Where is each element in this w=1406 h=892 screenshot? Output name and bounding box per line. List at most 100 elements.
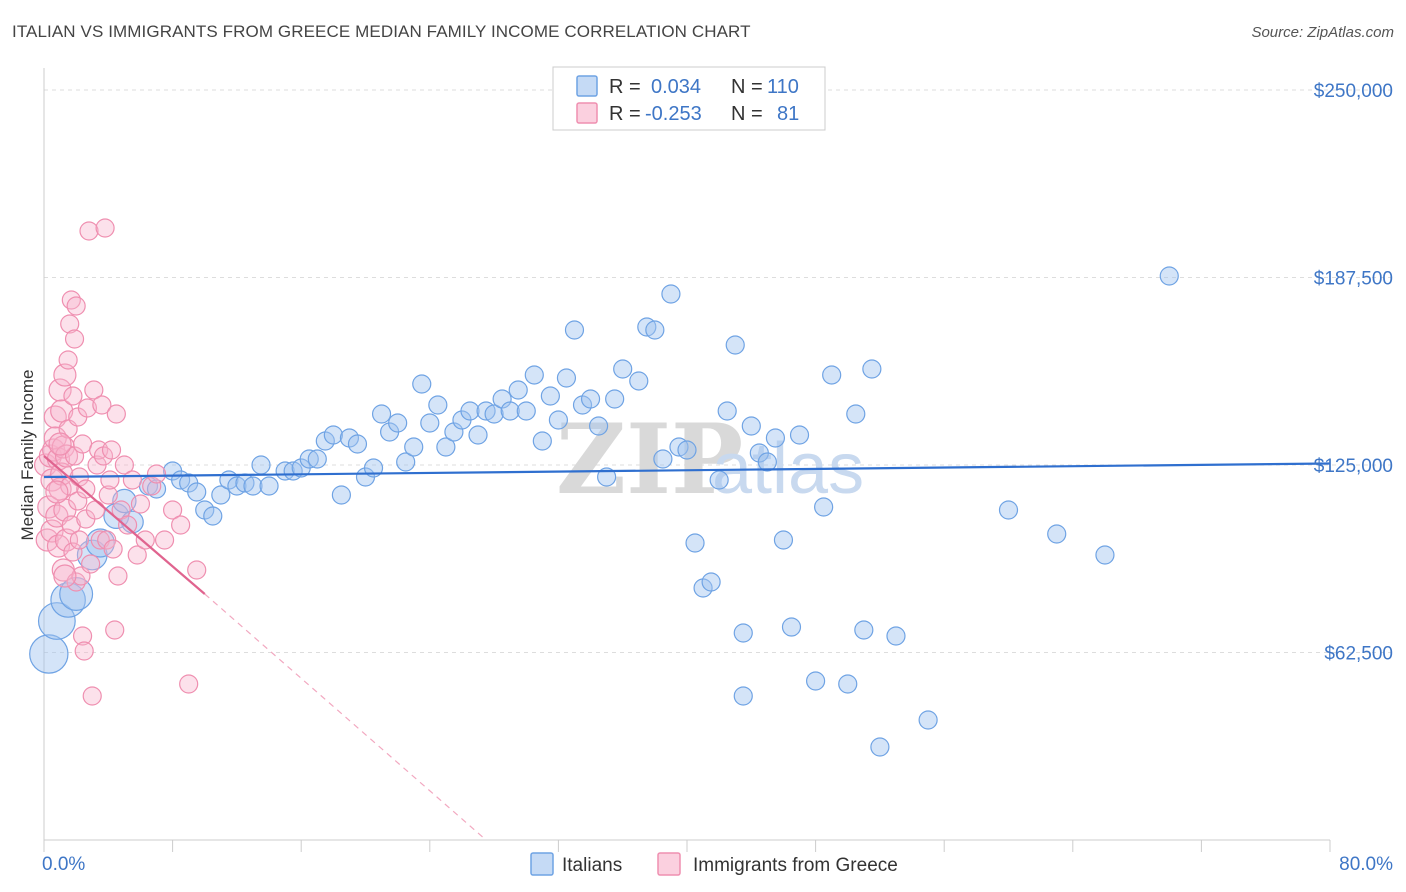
legend-r-value-greece: -0.253 [645,103,702,125]
gridlines [44,89,1396,653]
bottom-legend: Italians Immigrants from Greece [530,852,898,876]
point-italians-23 [259,476,279,496]
point-italians-79 [725,335,745,355]
point-italians-16 [203,506,223,526]
point-italians-66 [613,359,633,379]
point-italians-0 [29,634,69,674]
point-greece-72 [154,530,175,550]
point-italians-87 [781,617,802,637]
point-italians-38 [388,413,408,433]
point-italians-67 [629,371,649,391]
point-greece-20 [54,444,79,468]
point-italians-95 [862,359,882,379]
point-italians-47 [460,401,480,421]
point-italians-27 [299,449,319,469]
y-tick-labels: $62,500 $125,000 $187,500 $250,000 [1314,81,1393,665]
point-greece-60 [105,620,125,640]
point-italians-102 [1159,266,1179,286]
legend-n-value-italians: 110 [767,76,799,98]
bottom-legend-greece: Immigrants from Greece [693,855,898,876]
point-greece-5 [40,519,64,543]
point-greece-15 [50,462,74,486]
point-italians-41 [412,374,432,394]
x-tick-labels: 0.0% 80.0% [42,854,1393,875]
point-italians-77 [709,470,729,490]
point-italians-17 [211,485,231,505]
series-italians [29,266,1179,757]
point-greece-58 [101,440,122,460]
point-italians-69 [645,320,665,340]
x-tick-label-start: 0.0% [42,854,85,875]
chart-title: ITALIAN VS IMMIGRANTS FROM GREECE MEDIAN… [12,22,751,41]
point-italians-86 [773,530,794,550]
trend-line-italians [43,462,1331,479]
watermark: ZIP atlas [556,403,864,516]
point-italians-57 [540,386,560,406]
point-italians-70 [653,449,673,469]
point-greece-12 [48,378,72,402]
legend-box [552,66,826,131]
point-italians-65 [605,389,625,409]
point-greece-78 [45,480,69,504]
point-greece-65 [117,515,138,535]
point-italians-101 [1095,545,1115,565]
point-greece-76 [187,560,207,580]
point-greece-62 [108,566,128,586]
point-italians-64 [597,467,617,487]
point-italians-50 [484,404,504,424]
x-tick-label-end: 80.0% [1339,854,1393,875]
point-italians-60 [564,320,585,340]
point-italians-78 [717,401,737,421]
point-italians-91 [822,365,842,385]
point-italians-43 [428,395,448,415]
trend-lines [43,455,1331,841]
point-greece-9 [45,504,69,528]
bottom-legend-swatch-italians [530,852,554,876]
point-greece-73 [163,500,183,520]
point-italians-80 [733,623,753,643]
trend-line-greece-extension [204,593,487,841]
point-italians-94 [854,620,874,640]
legend: R = 0.034 N = 110 R = -0.253 N = 81 [552,66,826,131]
point-greece-80 [76,479,96,499]
point-greece-64 [114,455,134,475]
legend-r-value-italians: 0.034 [651,76,701,98]
point-greece-79 [53,564,77,588]
bottom-legend-swatch-greece [657,852,681,876]
point-greece-48 [85,500,106,520]
legend-n-label-greece: N = [731,103,763,125]
legend-n-value-greece: 81 [777,103,799,125]
point-greece-39 [72,434,93,454]
point-italians-89 [805,671,826,691]
point-italians-39 [396,452,416,472]
point-italians-59 [556,368,577,388]
point-italians-52 [500,401,520,421]
point-greece-22 [58,350,78,370]
point-italians-40 [404,437,424,457]
point-italians-54 [516,401,536,421]
series-immigrants-from-greece [34,218,207,706]
point-greece-18 [53,363,77,387]
point-greece-68 [130,494,151,514]
y-tick-label-2: $187,500 [1314,269,1393,290]
legend-r-label-italians: R = [609,76,641,98]
y-tick-label-0: $62,500 [1324,644,1393,665]
point-italians-73 [677,440,697,460]
point-greece-47 [84,380,104,400]
point-italians-58 [548,410,569,430]
point-greece-57 [100,470,120,490]
point-italians-55 [524,365,544,385]
point-italians-99 [998,500,1019,520]
point-italians-62 [580,389,601,409]
point-italians-44 [436,437,456,457]
trend-line-greece [43,455,206,595]
point-italians-71 [661,284,681,304]
point-greece-32 [66,296,86,316]
y-tick-label-1: $125,000 [1314,456,1393,477]
point-italians-53 [508,380,528,400]
point-greece-40 [72,626,93,646]
point-greece-44 [79,221,99,241]
point-italians-85 [765,428,786,448]
point-greece-70 [142,476,162,496]
point-italians-76 [701,572,721,592]
